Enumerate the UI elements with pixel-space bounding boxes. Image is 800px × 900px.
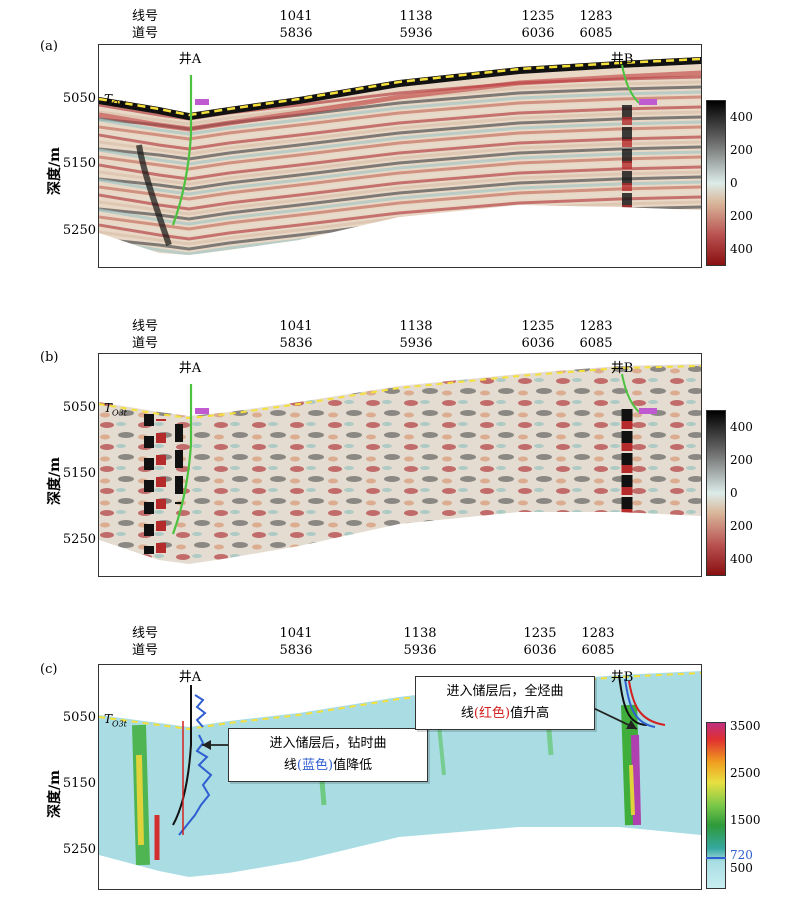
seismic-section-a bbox=[98, 44, 702, 268]
depth-tick-5250-a: 5250 bbox=[62, 223, 96, 238]
colorbar-b-tick-0: 400 bbox=[730, 420, 753, 434]
line-number-1138: 1138 bbox=[399, 9, 433, 24]
line-number-header: 线号 bbox=[131, 9, 158, 24]
depth-tick-5150-a: 5150 bbox=[62, 156, 96, 171]
panel-a-label: (a) bbox=[40, 39, 58, 54]
well-b-label-b: 井B bbox=[610, 361, 634, 376]
colorbar-c bbox=[706, 722, 726, 889]
impedance-section-c bbox=[98, 664, 702, 890]
colorbar-a-tick-3: 200 bbox=[730, 209, 753, 223]
trace-number-6036: 6036 bbox=[521, 26, 555, 41]
line-number-header-c: 线号 bbox=[131, 626, 158, 641]
colorbar-c-tick-1: 2500 bbox=[730, 766, 761, 780]
trace-number-header-b: 道号 bbox=[131, 336, 158, 351]
line-number-header-b: 线号 bbox=[131, 319, 158, 334]
depth-axis-label-b: 深度/m bbox=[47, 457, 63, 505]
colorbar-b-tick-4: 400 bbox=[730, 552, 753, 566]
depth-tick-5050-a: 5050 bbox=[62, 91, 96, 106]
depth-tick-5150-c: 5150 bbox=[62, 776, 96, 791]
depth-tick-5250-c: 5250 bbox=[62, 842, 96, 857]
colorbar-c-threshold-label: 720 bbox=[730, 848, 753, 862]
trace-number-6036-c: 6036 bbox=[523, 643, 557, 658]
line-number-1235: 1235 bbox=[521, 9, 555, 24]
well-a-label-c: 井A bbox=[178, 670, 202, 685]
seismic-section-b bbox=[98, 353, 702, 577]
colorbar-a bbox=[706, 100, 726, 266]
panel-c-label: (c) bbox=[40, 662, 58, 677]
trace-number-6085-b: 6085 bbox=[579, 336, 613, 351]
horizon-label-b: TO3t bbox=[104, 401, 127, 418]
horizon-label-c: TO3t bbox=[104, 712, 127, 729]
well-a-label-b: 井A bbox=[178, 361, 202, 376]
callout-drilling-time-line2: 线(蓝色)值降低 bbox=[283, 758, 373, 773]
line-number-1283: 1283 bbox=[579, 9, 613, 24]
well-a-label-a: 井A bbox=[178, 52, 202, 67]
trace-number-6036-b: 6036 bbox=[521, 336, 555, 351]
trace-number-5936-b: 5936 bbox=[399, 336, 433, 351]
line-number-1041: 1041 bbox=[279, 9, 313, 24]
trace-number-header: 道号 bbox=[131, 26, 158, 41]
horizon-label-a: TO3t bbox=[104, 92, 127, 109]
depth-tick-5050-b: 5050 bbox=[62, 400, 96, 415]
trace-number-5836: 5836 bbox=[279, 26, 313, 41]
callout-drilling-time: 进入储层后，钻时曲 线(蓝色)值降低 bbox=[228, 728, 428, 782]
trace-number-5836-c: 5836 bbox=[279, 643, 313, 658]
depth-axis-label-c: 深度/m bbox=[47, 770, 63, 818]
depth-tick-5150-b: 5150 bbox=[62, 466, 96, 481]
colorbar-c-tick-0: 3500 bbox=[730, 719, 761, 733]
colorbar-a-tick-4: 400 bbox=[730, 242, 753, 256]
colorbar-b bbox=[706, 410, 726, 576]
trace-number-5936: 5936 bbox=[399, 26, 433, 41]
line-number-1283-c: 1283 bbox=[581, 626, 615, 641]
colorbar-b-tick-2: 0 bbox=[730, 486, 738, 500]
colorbar-c-threshold-line bbox=[706, 857, 726, 859]
line-number-1235-b: 1235 bbox=[521, 319, 555, 334]
trace-number-6085: 6085 bbox=[579, 26, 613, 41]
line-number-1041-c: 1041 bbox=[279, 626, 313, 641]
colorbar-a-tick-2: 0 bbox=[730, 176, 738, 190]
trace-number-header-c: 道号 bbox=[131, 643, 158, 658]
callout-drilling-time-line1: 进入储层后，钻时曲 bbox=[269, 736, 387, 751]
colorbar-a-tick-0: 400 bbox=[730, 110, 753, 124]
callout-total-gas-line2: 线(红色)值升高 bbox=[460, 706, 550, 721]
colorbar-c-tick-2: 1500 bbox=[730, 813, 761, 827]
depth-tick-5250-b: 5250 bbox=[62, 532, 96, 547]
panel-b-label: (b) bbox=[40, 350, 59, 365]
callout-total-gas-line1: 进入储层后，全烃曲 bbox=[446, 684, 564, 699]
trace-number-6085-c: 6085 bbox=[581, 643, 615, 658]
depth-tick-5050-c: 5050 bbox=[62, 710, 96, 725]
line-number-1041-b: 1041 bbox=[279, 319, 313, 334]
colorbar-c-tick-3: 500 bbox=[730, 861, 753, 875]
well-b-label-a: 井B bbox=[610, 52, 634, 67]
colorbar-b-tick-3: 200 bbox=[730, 519, 753, 533]
colorbar-b-tick-1: 200 bbox=[730, 453, 753, 467]
trace-number-5936-c: 5936 bbox=[403, 643, 437, 658]
depth-axis-label-a: 深度/m bbox=[47, 147, 63, 195]
line-number-1138-c: 1138 bbox=[403, 626, 437, 641]
callout-total-gas: 进入储层后，全烃曲 线(红色)值升高 bbox=[415, 676, 595, 730]
line-number-1138-b: 1138 bbox=[399, 319, 433, 334]
colorbar-a-tick-1: 200 bbox=[730, 143, 753, 157]
line-number-1235-c: 1235 bbox=[523, 626, 557, 641]
trace-number-5836-b: 5836 bbox=[279, 336, 313, 351]
line-number-1283-b: 1283 bbox=[579, 319, 613, 334]
well-b-label-c: 井B bbox=[610, 670, 634, 685]
